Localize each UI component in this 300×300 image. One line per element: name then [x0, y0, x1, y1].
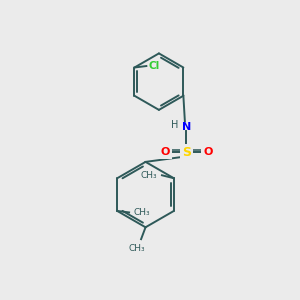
- Text: N: N: [182, 122, 191, 132]
- Text: H: H: [171, 121, 178, 130]
- Text: CH₃: CH₃: [141, 171, 158, 180]
- Text: Cl: Cl: [148, 61, 159, 71]
- Text: CH₃: CH₃: [134, 208, 150, 217]
- Text: S: S: [182, 146, 191, 159]
- Text: O: O: [160, 147, 170, 157]
- Text: O: O: [203, 147, 212, 157]
- Text: CH₃: CH₃: [128, 244, 145, 253]
